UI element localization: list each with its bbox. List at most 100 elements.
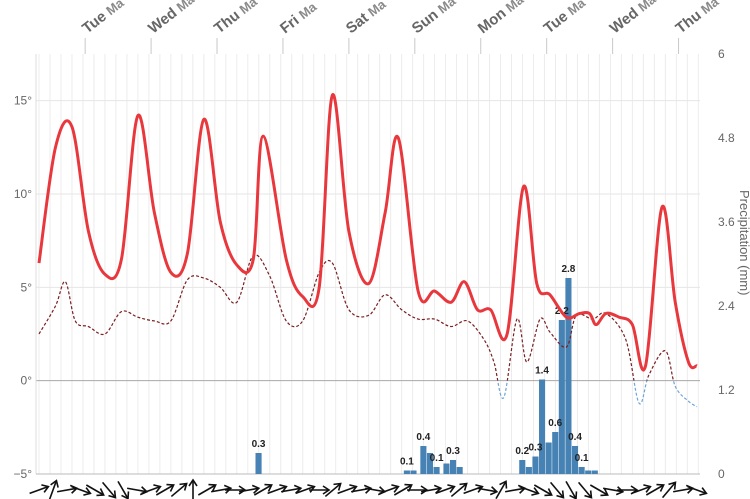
precipitation-bar [558, 320, 565, 474]
precipitation-value-label: 0.1 [400, 457, 414, 468]
wind-arrow-shaft [450, 483, 467, 498]
wind-arrow [603, 486, 625, 496]
wind-arrow [687, 485, 708, 496]
wind-arrow-head [50, 479, 59, 488]
temperature-axis: 15° 10° 5° 0° −5° [14, 94, 33, 481]
wind-arrow-head [433, 484, 443, 494]
wind-arrow-head [656, 483, 665, 492]
precipitation-axis: Precipitation (mm) 6 4.8 3.6 2.4 1.2 0 [718, 47, 750, 481]
series-lines [37, 93, 698, 408]
wind-arrow-shaft [365, 487, 385, 493]
wind-arrow-head [699, 487, 708, 496]
precipitation-bar [426, 453, 434, 474]
wind-arrow-head [391, 484, 400, 493]
wind-arrow-shaft [239, 487, 259, 493]
wind-arrow-shaft [29, 486, 48, 495]
wind-arrow-head [153, 484, 162, 493]
wind-arrow [197, 483, 217, 496]
precipitation-tick-label: 2.4 [718, 299, 735, 313]
precipitation-bar [545, 442, 552, 474]
wind-arrow-shaft [85, 484, 104, 496]
wind-arrow-shaft [631, 486, 650, 495]
temperature-tick-label: 0° [21, 374, 33, 388]
precipitation-value-label: 0.2 [515, 446, 529, 457]
day-label: MonMa [475, 0, 528, 37]
wind-arrow [379, 484, 400, 495]
wind-arrow-shaft [477, 487, 497, 493]
day-label: WedMa [145, 0, 198, 37]
wind-arrow [324, 482, 342, 498]
wind-arrow [281, 484, 303, 494]
wind-arrow [127, 486, 149, 496]
precipitation-tick-label: 1.2 [718, 383, 735, 397]
wind-arrow-head [41, 484, 50, 493]
wind-arrow-shaft [295, 486, 314, 495]
wind-arrow-shaft [127, 487, 147, 493]
wind-arrow [337, 484, 358, 495]
wind-arrow-shaft [577, 481, 592, 498]
precipitation-value-label: 0.3 [252, 439, 266, 450]
precipitation-bar [420, 446, 427, 474]
precipitation-bar [443, 463, 450, 474]
wind-arrow-head [333, 482, 342, 491]
precipitation-bar [571, 446, 579, 474]
wind-arrow-head [475, 484, 484, 493]
precipitation-bar [552, 432, 559, 474]
day-label: SunMa [409, 0, 460, 37]
wind-arrow-shaft [281, 487, 301, 493]
wind-arrow-shaft [421, 487, 441, 493]
wind-arrow-shaft [505, 487, 525, 493]
day-label: TueMa [541, 0, 590, 37]
wind-arrow-shaft [57, 487, 77, 493]
wind-arrow [309, 485, 331, 495]
wind-arrow-shaft [253, 484, 272, 496]
wind-arrow [188, 478, 198, 499]
temperature-tick-label: −5° [14, 467, 33, 481]
precipitation-tick-label: 6 [718, 47, 725, 61]
precipitation-bar [456, 467, 463, 474]
wind-arrow [421, 484, 443, 494]
wind-arrow-shaft [603, 487, 623, 493]
wind-arrows [29, 478, 708, 499]
wind-arrow [29, 484, 50, 495]
wind-arrow-head [643, 484, 652, 493]
wind-arrow-head [208, 483, 217, 492]
temperature-line [37, 93, 698, 372]
wind-arrow-shaft [589, 484, 608, 496]
wind-arrow-head [531, 487, 540, 496]
wind-arrow-shaft [519, 485, 538, 494]
wind-arrow [519, 485, 540, 496]
precipitation-bar [410, 470, 417, 474]
precipitation-bars [255, 278, 598, 474]
wind-arrow-head [293, 484, 303, 494]
wind-arrow [253, 483, 273, 496]
precipitation-value-label: 0.1 [430, 453, 444, 464]
precipitation-value-label: 1.4 [535, 366, 549, 377]
precipitation-bar [255, 453, 262, 474]
precipitation-tick-label: 3.6 [718, 215, 735, 229]
wind-arrow-shaft [48, 481, 57, 499]
wind-arrow [565, 480, 578, 499]
wind-arrow [155, 483, 175, 496]
wind-arrow-shaft [101, 481, 116, 498]
precipitation-value-label: 0.3 [446, 446, 460, 457]
precipitation-bar [532, 456, 539, 474]
wind-arrow [71, 485, 92, 496]
precipitation-value-label: 0.6 [548, 418, 562, 429]
day-axis: TueMa WedMa ThuMa FriMa SatMa SunMa MonMa TueMa… [79, 0, 722, 54]
wind-arrow-shaft [645, 484, 664, 496]
precipitation-bar [433, 467, 440, 474]
day-label: SatMa [343, 0, 390, 37]
wind-arrow-shaft [337, 486, 356, 495]
wind-arrow [505, 484, 527, 494]
wind-arrow-head [279, 484, 288, 493]
wind-arrow-head [556, 490, 565, 499]
precipitation-bar [539, 379, 546, 474]
wind-arrow [57, 484, 79, 494]
precipitation-bar [519, 460, 526, 474]
wind-arrow-shaft [211, 487, 231, 493]
wind-arrow-shaft [267, 486, 286, 495]
precipitation-bar [403, 470, 410, 474]
wind-arrow-shaft [379, 486, 398, 495]
